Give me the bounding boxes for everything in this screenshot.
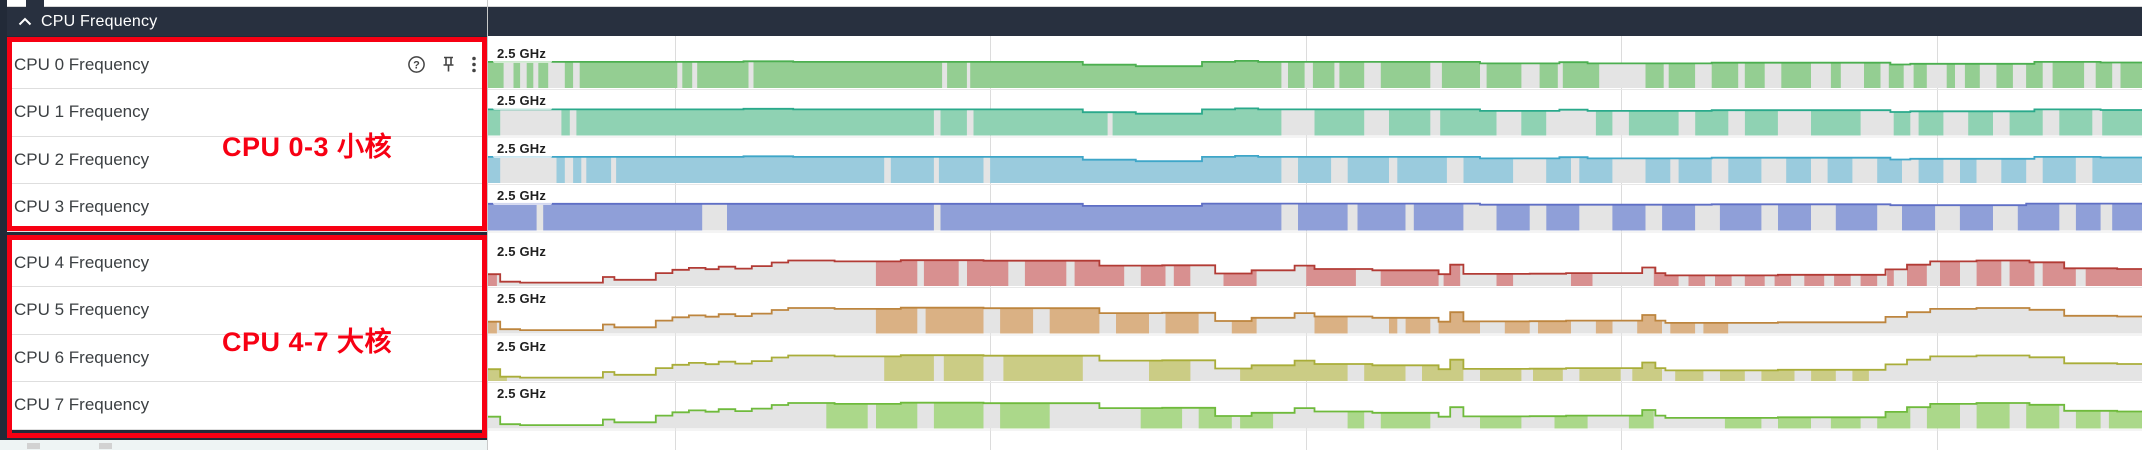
counter-max-value-label: 2.5 GHz bbox=[493, 290, 553, 308]
help-circle-icon[interactable]: ? bbox=[407, 55, 426, 74]
counter-max-value-label: 2.5 GHz bbox=[493, 242, 553, 261]
panel-divider bbox=[487, 0, 488, 450]
chevron-up-icon bbox=[18, 17, 32, 26]
track-name: CPU 6 Frequency bbox=[14, 347, 150, 367]
counter-max-value-label: 2.5 GHz bbox=[493, 337, 553, 356]
track-name: CPU 0 Frequency bbox=[14, 54, 150, 74]
track-shell-cpu5-frequency[interactable]: CPU 5 Frequency bbox=[7, 287, 487, 335]
counter-max-value-label: 2.5 GHz bbox=[493, 92, 553, 110]
frequency-line-cpu3 bbox=[487, 202, 2142, 207]
track-name: CPU 1 Frequency bbox=[14, 102, 150, 122]
track-shell-cpu4-frequency[interactable]: CPU 4 Frequency bbox=[7, 239, 487, 287]
counter-track-cpu3 bbox=[487, 203, 2142, 231]
counter-tracks-canvas[interactable] bbox=[487, 0, 2142, 450]
track-name: CPU 4 Frequency bbox=[14, 252, 150, 272]
cpu-frequency-group-header[interactable]: CPU Frequency bbox=[7, 7, 2142, 36]
svg-text:?: ? bbox=[413, 60, 420, 72]
window-left-edge bbox=[0, 0, 7, 440]
pin-icon[interactable] bbox=[439, 55, 458, 74]
more-vert-icon[interactable] bbox=[471, 55, 477, 74]
counter-track-cpu7 bbox=[487, 402, 2142, 429]
track-shell-cpu3-frequency[interactable]: CPU 3 Frequency bbox=[7, 184, 487, 232]
counter-track-cpu0 bbox=[487, 60, 2142, 88]
counter-track-cpu4 bbox=[487, 260, 2142, 286]
frequency-line-cpu0 bbox=[487, 60, 2142, 68]
counter-track-cpu6 bbox=[487, 355, 2142, 381]
timeline-canvas[interactable] bbox=[487, 0, 2142, 450]
previous-row-tab bbox=[26, 0, 44, 7]
frequency-line-cpu4 bbox=[487, 259, 2142, 284]
counter-track-cpu2 bbox=[487, 155, 2142, 183]
track-name: CPU 2 Frequency bbox=[14, 149, 150, 169]
track-shell-cpu2-frequency[interactable]: CPU 2 Frequency bbox=[7, 136, 487, 184]
counter-max-value-label: 2.5 GHz bbox=[493, 44, 553, 63]
group-title: CPU Frequency bbox=[41, 12, 158, 30]
track-actions: ? bbox=[407, 55, 477, 74]
track-name: CPU 5 Frequency bbox=[14, 300, 150, 320]
track-shell-cpu7-frequency[interactable]: CPU 7 Frequency bbox=[7, 382, 487, 430]
frequency-line-cpu5 bbox=[487, 306, 2142, 331]
counter-track-cpu1 bbox=[487, 108, 2142, 136]
counter-max-value-label: 2.5 GHz bbox=[493, 139, 553, 158]
next-row-stub bbox=[99, 443, 112, 449]
frequency-line-cpu2 bbox=[487, 155, 2142, 163]
frequency-line-cpu6 bbox=[487, 354, 2142, 379]
track-name: CPU 7 Frequency bbox=[14, 395, 150, 415]
frequency-line-cpu7 bbox=[487, 401, 2142, 426]
counter-track-cpu5 bbox=[487, 307, 2142, 334]
next-row-sliver bbox=[0, 440, 487, 450]
previous-row-sliver bbox=[7, 0, 2142, 7]
track-shell-cpu0-frequency[interactable]: CPU 0 Frequency? bbox=[7, 41, 487, 89]
frequency-line-cpu1 bbox=[487, 107, 2142, 115]
counter-max-value-label: 2.5 GHz bbox=[493, 385, 553, 403]
track-shell-cpu1-frequency[interactable]: CPU 1 Frequency bbox=[7, 89, 487, 137]
track-shell-cpu6-frequency[interactable]: CPU 6 Frequency bbox=[7, 334, 487, 382]
track-name: CPU 3 Frequency bbox=[14, 197, 150, 217]
counter-max-value-label: 2.5 GHz bbox=[493, 187, 553, 205]
next-row-stub bbox=[27, 443, 40, 449]
